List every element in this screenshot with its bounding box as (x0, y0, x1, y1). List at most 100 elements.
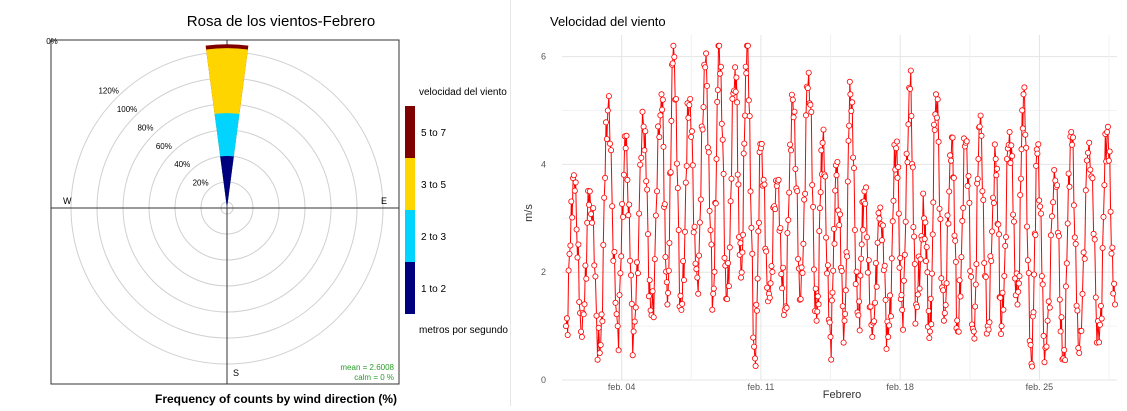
ts-point (840, 339, 847, 346)
ts-point (856, 327, 863, 334)
ts-point (1038, 273, 1045, 280)
ts-point (974, 175, 981, 182)
ts-point (711, 268, 718, 275)
ts-x-tick: feb. 11 (747, 382, 774, 392)
ts-point (1025, 269, 1032, 276)
ts-point (617, 270, 624, 277)
ts-point (902, 218, 909, 225)
ts-point (830, 225, 837, 232)
ts-point (807, 101, 814, 108)
ts-point (739, 249, 746, 256)
ts-point (999, 289, 1006, 296)
ts-point (628, 272, 635, 279)
ts-point (724, 260, 731, 267)
ts-point (971, 335, 978, 342)
ts-point (911, 233, 918, 240)
legend-label: 2 to 3 (421, 232, 446, 243)
ts-point (1030, 309, 1037, 316)
ts-point (989, 194, 996, 201)
ts-point (615, 347, 622, 354)
ts-point (1072, 240, 1079, 247)
ts-point (886, 322, 893, 329)
rose-tick-label: 40% (174, 160, 190, 169)
ts-point (1050, 199, 1057, 206)
ts-point (607, 140, 614, 147)
ts-point (836, 222, 843, 229)
ts-point (674, 185, 681, 192)
ts-point (578, 333, 585, 340)
ts-point (1071, 234, 1078, 241)
ts-point (611, 248, 618, 255)
ts-point (687, 96, 694, 103)
ts-y-tick: 2 (541, 267, 546, 277)
ts-point (959, 217, 966, 224)
ts-point (1023, 144, 1030, 151)
ts-point (673, 96, 680, 103)
wind-speed-line-chart: Velocidad del viento m/s Febrero 0 2 4 6 fe… (523, 14, 1119, 401)
ts-point (853, 268, 860, 275)
ts-point (764, 284, 771, 291)
ts-point (909, 164, 916, 171)
ts-point (872, 260, 879, 267)
ts-point (655, 123, 662, 130)
ts-point (844, 253, 851, 260)
ts-point (760, 176, 767, 183)
ts-point (935, 138, 942, 145)
ts-point (1029, 363, 1036, 370)
ts-point (923, 244, 930, 251)
ts-point (784, 229, 791, 236)
ts-point (849, 99, 856, 106)
ts-point (995, 221, 1002, 228)
legend-swatch (405, 210, 415, 262)
ts-point (997, 330, 1004, 337)
ts-point (769, 268, 776, 275)
ts-point (663, 279, 670, 286)
ts-point (590, 205, 597, 212)
ts-point (857, 272, 864, 279)
ts-point (1045, 298, 1052, 305)
ts-point (897, 254, 904, 261)
panel-separator (510, 0, 511, 406)
ts-point (787, 141, 794, 148)
ts-point (1107, 208, 1114, 215)
ts-point (876, 215, 883, 222)
ts-point (596, 349, 603, 356)
ts-point (858, 255, 865, 262)
ts-point (763, 248, 770, 255)
rose-title: Rosa de los vientos-Febrero (187, 13, 375, 30)
ts-point (675, 227, 682, 234)
ts-point (925, 307, 932, 314)
ts-point (911, 260, 918, 267)
ts-point (1075, 344, 1082, 351)
ts-point (683, 162, 690, 169)
ts-point (628, 300, 635, 307)
ts-point (901, 251, 908, 258)
ts-point (725, 283, 732, 290)
ts-point (867, 303, 874, 310)
ts-x-tick: feb. 25 (1026, 382, 1054, 392)
ts-point (751, 355, 758, 362)
ts-point (791, 108, 798, 115)
ts-point (696, 219, 703, 226)
ts-point (664, 301, 671, 308)
ts-point (1070, 202, 1077, 209)
ts-point (695, 290, 702, 297)
ts-point (1024, 257, 1031, 264)
ts-point (894, 174, 901, 181)
ts-title: Velocidad del viento (550, 14, 666, 29)
ts-point (966, 199, 973, 206)
ts-point (827, 333, 834, 340)
ts-point (702, 64, 709, 71)
ts-point (737, 240, 744, 247)
ts-xlabel: Febrero (823, 389, 862, 401)
ts-point (691, 223, 698, 230)
ts-point (693, 266, 700, 273)
ts-point (569, 214, 576, 221)
ts-point (946, 188, 953, 195)
ts-point (563, 323, 570, 330)
ts-point (790, 114, 797, 121)
ts-point (1068, 128, 1075, 135)
ts-point (626, 201, 633, 208)
ts-point (975, 155, 982, 162)
ts-point (775, 176, 782, 183)
